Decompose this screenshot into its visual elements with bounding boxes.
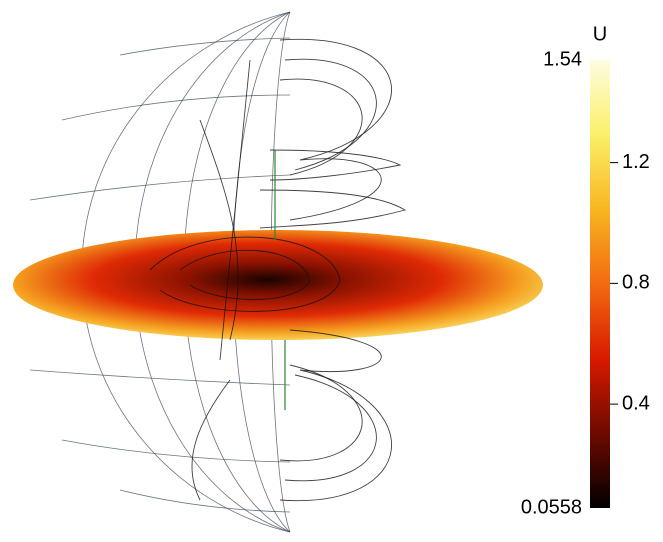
disk-slice [13,230,543,340]
tick-label: 1.2 [622,151,650,173]
colorbar-scale [590,60,610,508]
colorbar: U 1.54 0.0558 0.4 0.8 1.2 [521,23,650,518]
colorbar-min-label: 0.0558 [521,496,582,518]
colorbar-title: U [593,23,607,45]
colorbar-max-label: 1.54 [543,48,582,70]
streamlines [149,38,407,502]
tick-label: 0.4 [622,392,650,414]
tick-label: 0.8 [622,272,650,294]
